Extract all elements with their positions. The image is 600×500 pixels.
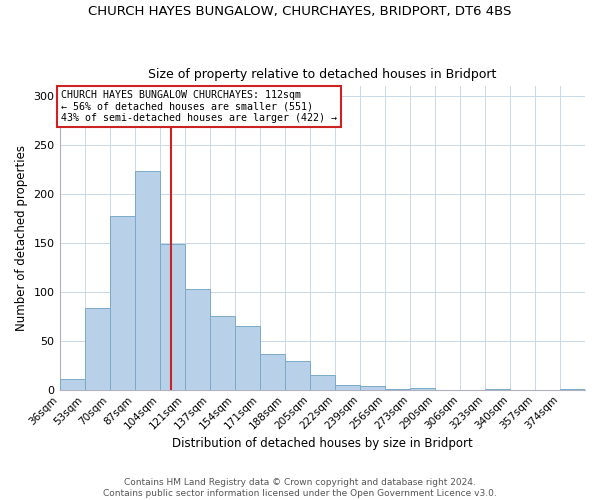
Title: Size of property relative to detached houses in Bridport: Size of property relative to detached ho… — [148, 68, 496, 81]
Bar — [310, 375, 335, 390]
X-axis label: Distribution of detached houses by size in Bridport: Distribution of detached houses by size … — [172, 437, 473, 450]
Bar — [209, 316, 235, 390]
Bar — [385, 388, 410, 390]
Bar — [160, 244, 185, 390]
Bar — [110, 216, 134, 390]
Bar — [260, 354, 285, 390]
Text: Contains HM Land Registry data © Crown copyright and database right 2024.
Contai: Contains HM Land Registry data © Crown c… — [103, 478, 497, 498]
Bar — [335, 385, 360, 390]
Bar — [485, 388, 510, 390]
Bar — [59, 379, 85, 390]
Bar — [235, 326, 260, 390]
Bar — [134, 170, 160, 390]
Bar — [285, 362, 310, 390]
Bar — [360, 386, 385, 390]
Text: CHURCH HAYES BUNGALOW, CHURCHAYES, BRIDPORT, DT6 4BS: CHURCH HAYES BUNGALOW, CHURCHAYES, BRIDP… — [88, 5, 512, 18]
Bar — [410, 388, 435, 390]
Y-axis label: Number of detached properties: Number of detached properties — [15, 145, 28, 331]
Bar — [185, 289, 209, 390]
Bar — [85, 308, 110, 390]
Bar — [560, 388, 585, 390]
Text: CHURCH HAYES BUNGALOW CHURCHAYES: 112sqm
← 56% of detached houses are smaller (5: CHURCH HAYES BUNGALOW CHURCHAYES: 112sqm… — [61, 90, 337, 124]
